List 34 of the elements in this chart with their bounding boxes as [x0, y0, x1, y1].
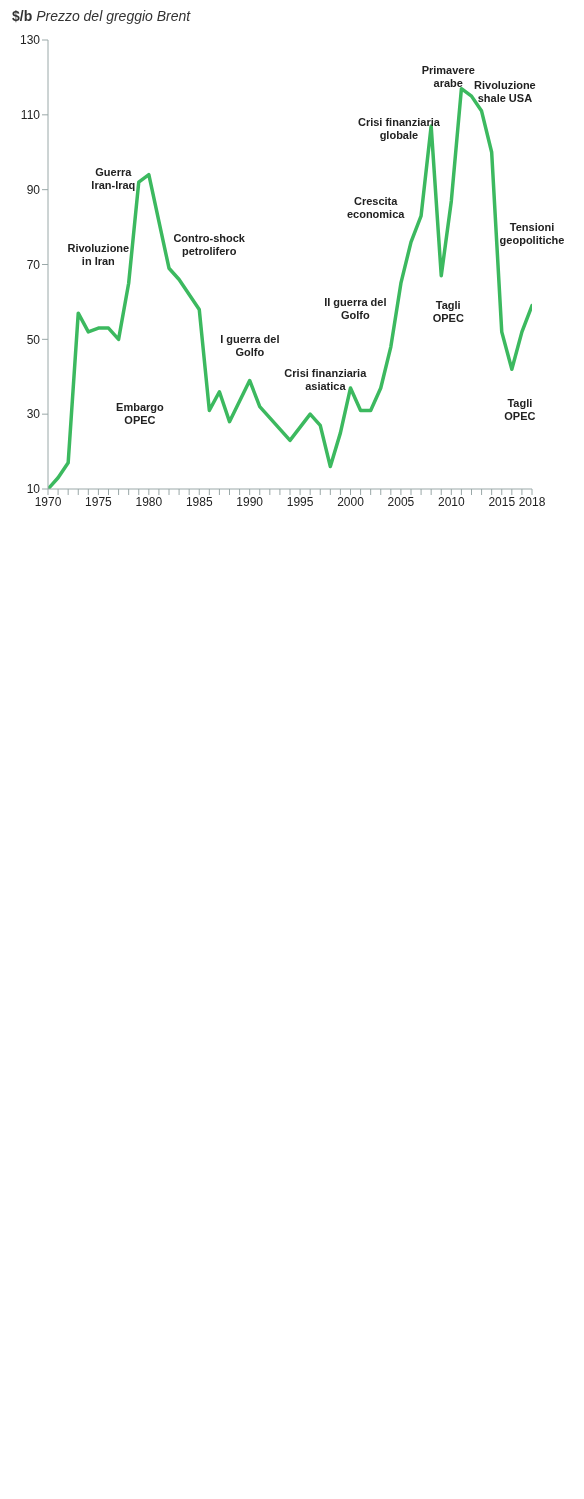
- y-tick-label: 90: [26, 182, 41, 197]
- x-tick-label: 2005: [387, 494, 415, 509]
- annotation: Contro-shock petrolifero: [173, 232, 246, 258]
- annotation: Primavere arabe: [421, 63, 475, 89]
- x-tick-label: 1995: [286, 494, 314, 509]
- annotation: Embargo OPEC: [116, 400, 165, 426]
- y-tick-label: 10: [26, 482, 41, 497]
- x-tick-label: 2015: [488, 494, 516, 509]
- annotation: Rivoluzione shale USA: [474, 78, 536, 104]
- annotation: Rivoluzione in Iran: [67, 241, 130, 267]
- y-tick-label: 70: [26, 257, 41, 272]
- x-tick-label: 2010: [437, 494, 465, 509]
- annotation: I guerra del Golfo: [220, 333, 280, 359]
- annotation: Guerra Iran-Iraq: [91, 165, 136, 191]
- y-tick-label: 130: [19, 33, 41, 48]
- x-tick-label: 1970: [34, 494, 62, 509]
- x-tick-label: 1980: [135, 494, 163, 509]
- x-tick-label: 2018: [518, 494, 546, 509]
- x-tick-label: 1985: [185, 494, 213, 509]
- y-tick-label: 50: [26, 332, 41, 347]
- x-tick-label: 1990: [236, 494, 264, 509]
- y-tick-label: 110: [20, 108, 41, 123]
- annotation: II guerra del Golfo: [324, 295, 387, 321]
- annotation: Tagli OPEC: [504, 396, 536, 422]
- annotation: Tagli OPEC: [432, 299, 464, 325]
- chart-title: Prezzo del greggio Brent: [36, 8, 191, 24]
- annotation: Crisi finanziaria asiatica: [284, 366, 368, 392]
- x-tick-label: 1975: [85, 494, 113, 509]
- y-axis-title: $/b: [12, 8, 33, 24]
- annotation: Crescita economica: [346, 194, 406, 220]
- annotation: Crisi finanziaria globale: [357, 116, 441, 142]
- x-tick-label: 2000: [337, 494, 365, 509]
- annotation: Tensioni geopolitiche: [499, 220, 565, 246]
- y-tick-label: 30: [26, 407, 41, 422]
